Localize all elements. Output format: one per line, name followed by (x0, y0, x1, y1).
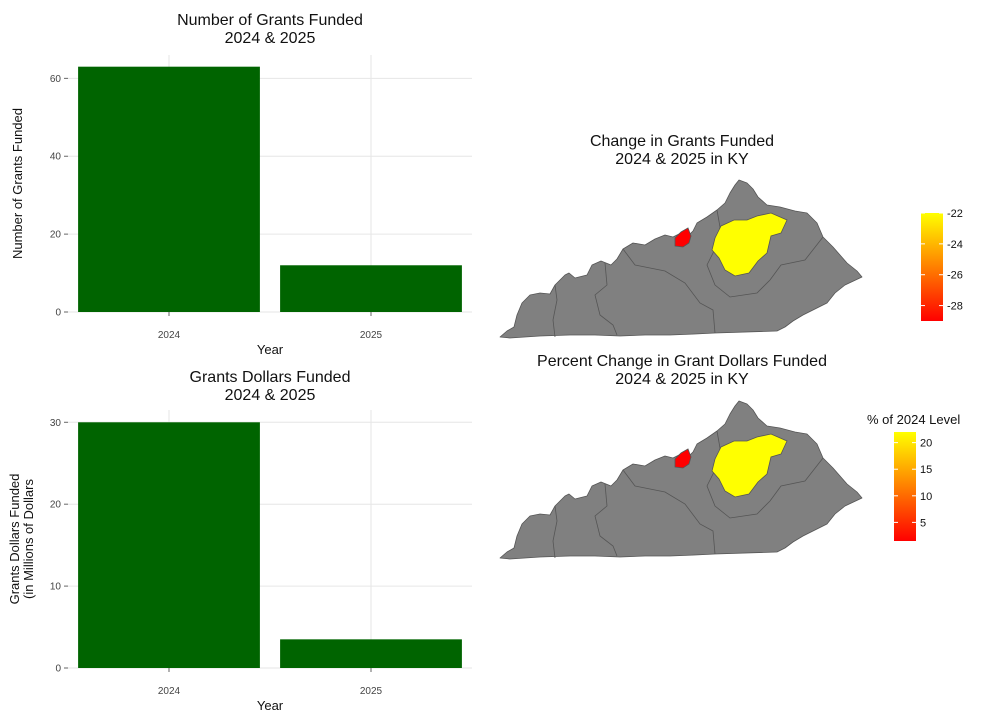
region-highlight-yellow (711, 212, 788, 277)
chart-title: Percent Change in Grant Dollars Funded (537, 353, 827, 370)
chart-title: 2024 & 2025 in KY (615, 151, 749, 168)
bar-2025 (280, 639, 462, 668)
y-axis-label: (in Millions of Dollars (21, 479, 36, 599)
region-highlight-yellow (711, 433, 788, 498)
legend-tick-label: -26 (947, 270, 963, 282)
y-axis-label: Grants Dollars Funded (7, 474, 22, 605)
y-tick-label: 10 (50, 582, 62, 593)
chart-title: Number of Grants Funded (177, 12, 363, 29)
legend-colorbar (894, 432, 916, 541)
legend-tick-label: -28 (947, 301, 963, 313)
x-axis-label: Year (257, 342, 284, 357)
legend-tick-label: -24 (947, 239, 963, 251)
x-tick-label: 2025 (360, 686, 383, 697)
y-tick-label: 60 (50, 74, 62, 85)
region-highlight-red (674, 227, 692, 248)
region-borders (552, 209, 824, 338)
y-tick-label: 20 (50, 500, 62, 511)
kentucky-map (499, 400, 863, 560)
legend-tick-label: 10 (920, 491, 932, 503)
kentucky-map (499, 179, 863, 339)
x-tick-label: 2025 (360, 330, 383, 341)
legend-tick-label: 20 (920, 438, 932, 450)
bar-2024 (78, 66, 260, 312)
chart-title: 2024 & 2025 (225, 387, 316, 404)
legend-tick-label: 5 (920, 517, 926, 529)
y-tick-label: 0 (55, 664, 61, 675)
legend-title: % of 2024 Level (867, 412, 960, 427)
bar-2024 (78, 422, 260, 668)
y-tick-label: 0 (55, 308, 61, 319)
x-tick-label: 2024 (158, 686, 181, 697)
chart-title: Grants Dollars Funded (190, 369, 351, 386)
chart-title: 2024 & 2025 in KY (615, 371, 749, 388)
x-tick-label: 2024 (158, 330, 181, 341)
map-chart-4: Percent Change in Grant Dollars Funded20… (499, 353, 960, 560)
y-tick-label: 20 (50, 230, 62, 241)
legend-tick-label: 15 (920, 464, 932, 476)
y-tick-label: 40 (50, 152, 62, 163)
y-axis-label: Number of Grants Funded (10, 108, 25, 259)
chart-title: 2024 & 2025 (225, 30, 316, 47)
chart-title: Change in Grants Funded (590, 133, 774, 150)
legend-tick-label: -22 (947, 208, 963, 220)
bar-2025 (280, 265, 462, 312)
y-tick-label: 30 (50, 418, 62, 429)
x-axis-label: Year (257, 698, 284, 713)
region-highlight-red (674, 448, 692, 469)
region-borders (552, 430, 824, 559)
legend-colorbar (921, 213, 943, 321)
